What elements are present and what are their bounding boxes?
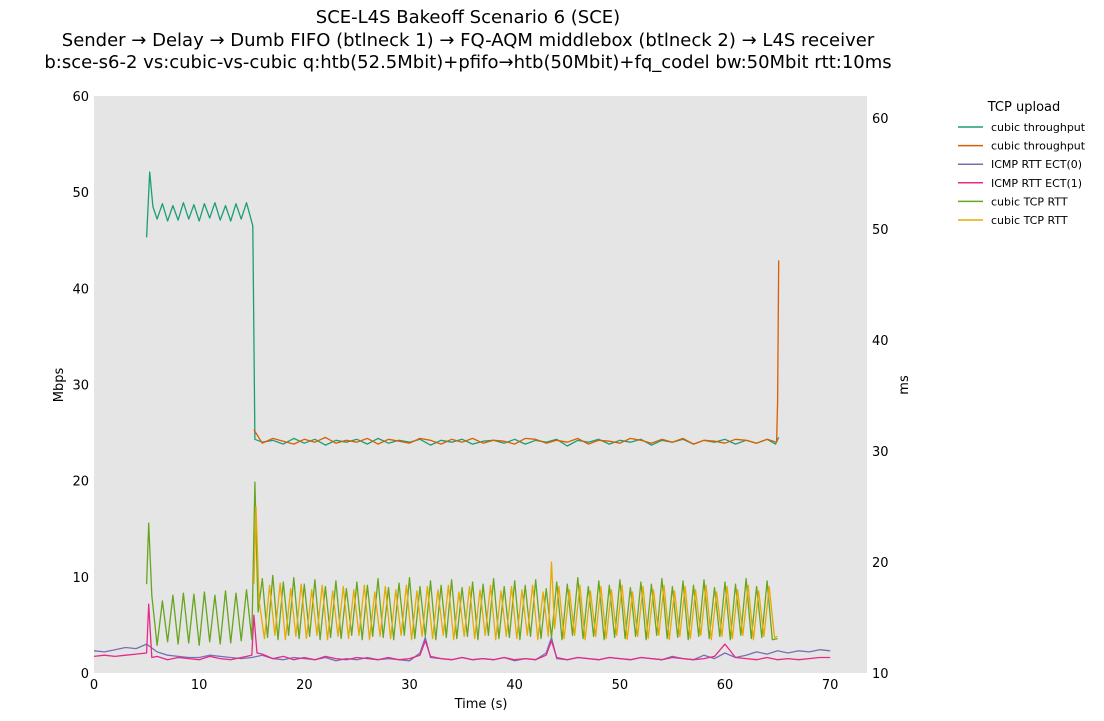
y2-tick-label: 40 — [872, 334, 889, 349]
series-line-4 — [145, 481, 778, 646]
series-line-1 — [253, 260, 780, 445]
legend-entry-label: cubic TCP RTT — [991, 214, 1068, 227]
x-tick-label: 20 — [296, 678, 313, 693]
x-tick-label: 0 — [90, 678, 98, 693]
y-tick-label: 60 — [72, 90, 89, 105]
x-tick-label: 30 — [401, 678, 418, 693]
plot-area — [94, 96, 867, 673]
chart-title-line-2: Sender → Delay → Dumb FIFO (btlneck 1) →… — [62, 30, 875, 51]
y-tick-label: 50 — [72, 186, 89, 201]
x-tick-label: 70 — [822, 678, 839, 693]
x-tick-label: 50 — [612, 678, 629, 693]
y2-tick-label: 30 — [872, 445, 889, 460]
y-tick-label: 0 — [81, 667, 89, 682]
x-tick-label: 10 — [191, 678, 208, 693]
y2-tick-label: 50 — [872, 223, 889, 238]
y-axis-label: Mbps — [52, 368, 67, 403]
y2-tick-label: 10 — [872, 667, 889, 682]
y-tick-label: 20 — [72, 475, 89, 490]
series-layer — [93, 171, 831, 662]
x-tick-label: 60 — [717, 678, 734, 693]
legend-entry-label: cubic throughput — [991, 121, 1086, 134]
x-axis: 0 10 20 30 40 50 60 70 — [90, 678, 839, 693]
chart-title-line-1: SCE-L4S Bakeoff Scenario 6 (SCE) — [316, 7, 620, 28]
legend-title: TCP upload — [987, 100, 1061, 115]
y-tick-label: 30 — [72, 379, 89, 394]
y2-axis-label: ms — [897, 375, 912, 395]
y-axis-right: 10 20 30 40 50 60 — [872, 112, 889, 682]
series-line-0 — [145, 171, 780, 447]
y2-tick-label: 60 — [872, 112, 889, 127]
series-line-5 — [253, 505, 778, 641]
y2-tick-label: 20 — [872, 556, 889, 571]
legend-entry-label: cubic TCP RTT — [991, 195, 1068, 208]
x-axis-label: Time (s) — [454, 697, 508, 712]
x-tick-label: 40 — [506, 678, 523, 693]
y-axis-left: 0 10 20 30 40 50 60 — [72, 90, 89, 682]
legend-entry-label: ICMP RTT ECT(0) — [991, 158, 1082, 171]
chart-title-line-3: b:sce-s6-2 vs:cubic-vs-cubic q:htb(52.5M… — [44, 52, 891, 73]
series-line-3 — [93, 603, 831, 661]
y-tick-label: 40 — [72, 282, 89, 297]
legend: TCP upload cubic throughput cubic through… — [958, 100, 1086, 227]
legend-entry-label: ICMP RTT ECT(1) — [991, 177, 1082, 190]
legend-entry-label: cubic throughput — [991, 140, 1086, 153]
y-tick-label: 10 — [72, 571, 89, 586]
